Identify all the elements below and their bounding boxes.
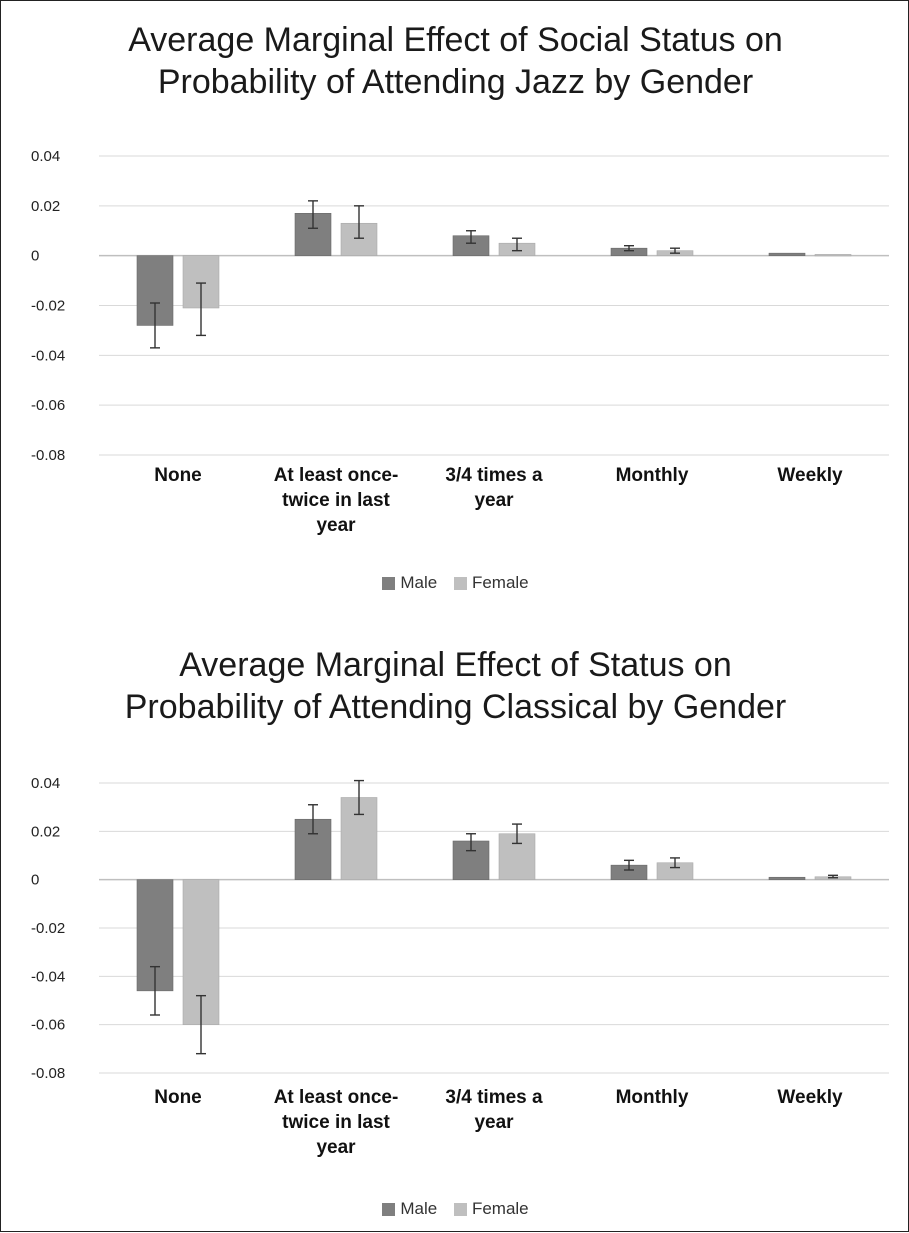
y-tick-label: 0 (31, 248, 39, 265)
legend-item-male: Male (382, 573, 437, 593)
x-category-label: year (316, 1137, 356, 1158)
y-tick-label: -0.04 (31, 347, 65, 364)
y-tick-label: 0.04 (31, 775, 60, 792)
legend-swatch-male (382, 576, 396, 590)
bar-female (814, 254, 852, 257)
chart-legend: Male Female (1, 573, 909, 595)
legend-label: Male (400, 573, 438, 592)
x-category-label: At least once- (274, 465, 399, 486)
x-category-label: year (474, 1112, 514, 1133)
y-tick-label: -0.02 (31, 298, 65, 315)
y-tick-label: 0.04 (31, 148, 60, 165)
y-tick-label: 0.02 (31, 823, 60, 840)
x-category-label: twice in last (282, 1112, 390, 1133)
x-category-label: Weekly (777, 465, 843, 486)
x-category-label: Monthly (616, 465, 689, 486)
chart-title-line: Probability of Attending Classical by Ge… (124, 688, 787, 726)
y-tick-label: -0.02 (31, 920, 65, 937)
legend-label: Female (471, 1199, 529, 1218)
chart-title-line: Average Marginal Effect of Social Status… (128, 21, 783, 59)
y-tick-label: -0.06 (31, 397, 65, 414)
legend-item-female: Female (453, 1199, 529, 1219)
y-tick-label: -0.06 (31, 1017, 65, 1034)
y-tick-label: -0.04 (31, 968, 65, 985)
x-category-label: 3/4 times a (445, 1087, 543, 1108)
bar-male (768, 252, 806, 256)
legend-label: Female (471, 573, 529, 592)
y-tick-label: 0.02 (31, 198, 60, 215)
chart-plot: 0.04 0.02 0 -0.02 -0.04 -0.06 -0.08 None At leas… (31, 148, 889, 536)
x-category-label: year (316, 515, 356, 536)
legend-label: Male (400, 1199, 438, 1218)
legend-item-male: Male (382, 1199, 437, 1219)
x-category-label: year (474, 490, 514, 511)
chart-title-line: Probability of Attending Jazz by Gender (157, 63, 754, 101)
x-category-label: Weekly (777, 1087, 843, 1108)
x-category-label: 3/4 times a (445, 465, 543, 486)
chart-panel-classical: Average Marginal Effect of Status on Pro… (1, 626, 909, 1233)
bar-male (768, 876, 806, 880)
bar-male (452, 840, 490, 880)
chart-panel-jazz: Average Marginal Effect of Social Status… (1, 1, 909, 617)
chart-title-line: Average Marginal Effect of Status on (179, 646, 732, 684)
legend-item-female: Female (453, 573, 529, 593)
y-tick-label: 0 (31, 872, 39, 889)
x-category-label: None (154, 465, 202, 486)
y-tick-label: -0.08 (31, 447, 65, 464)
chart-title: Average Marginal Effect of Status on Pro… (1, 644, 909, 728)
x-category-label: Monthly (616, 1087, 689, 1108)
y-tick-label: -0.08 (31, 1065, 65, 1082)
legend-swatch-female (453, 1202, 467, 1216)
x-category-label: At least once- (274, 1087, 399, 1108)
chart-plot: 0.04 0.02 0 -0.02 -0.04 -0.06 -0.08 None At leas… (31, 775, 889, 1158)
chart-legend: Male Female (1, 1199, 909, 1221)
legend-swatch-female (453, 576, 467, 590)
x-category-label: twice in last (282, 490, 390, 511)
chart-title: Average Marginal Effect of Social Status… (1, 19, 909, 103)
legend-swatch-male (382, 1202, 396, 1216)
x-category-label: None (154, 1087, 202, 1108)
